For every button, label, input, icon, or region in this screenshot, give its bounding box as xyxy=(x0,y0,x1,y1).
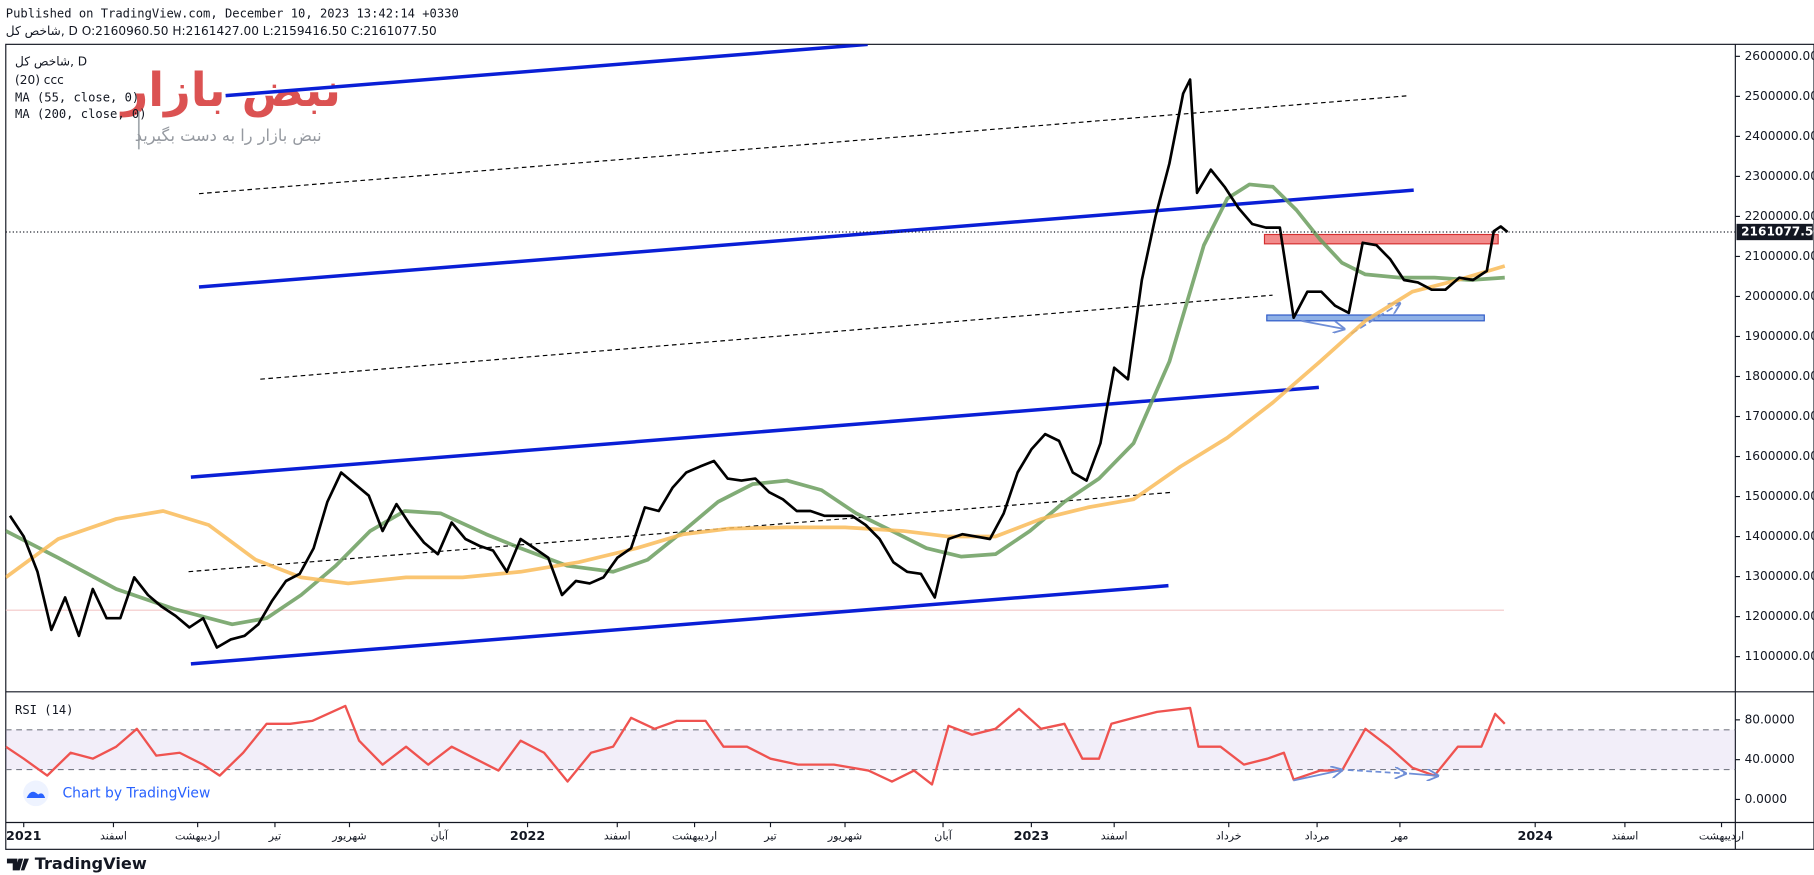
x-tick-label: 2022 xyxy=(510,829,545,844)
x-tick-label: 2023 xyxy=(1014,829,1049,844)
series-line xyxy=(5,264,1506,586)
symbol-line: شاخص کل, D O:2160960.50 H:2161427.00 L:2… xyxy=(6,24,437,39)
x-tick-label: اسفند xyxy=(100,829,127,842)
axes: 1100000.00 1200000.00 1300000.00 1400000.00… xyxy=(5,49,1814,844)
x-tick-label: شهریور xyxy=(331,829,366,842)
x-tick-label: اردیبهشت xyxy=(175,829,220,842)
credit-link[interactable]: Chart by TradingView xyxy=(62,785,210,801)
y-tick-label: 2000000.00 xyxy=(1745,289,1814,303)
y-tick-label: 0.0000 xyxy=(1745,792,1787,806)
resistance-zone xyxy=(1263,233,1499,245)
drawings xyxy=(5,44,1504,666)
rsi-drawings xyxy=(1293,770,1438,781)
x-tick-label: اسفند xyxy=(604,829,631,842)
x-tick-label: اسفند xyxy=(1101,829,1128,842)
x-tick-label: 2021 xyxy=(6,829,41,844)
chart-frame xyxy=(5,43,1814,850)
footer-logo: TradingView xyxy=(35,854,147,873)
watermark-tagline: نبض بازار را به دست بگیرید xyxy=(135,126,322,146)
x-tick-label: تیر xyxy=(268,829,281,842)
y-tick-label: 2500000.00 xyxy=(1745,89,1814,103)
x-tick-label: مرداد xyxy=(1305,829,1330,842)
y-tick-label: 2600000.00 xyxy=(1745,49,1814,63)
y-tick-label: 1600000.00 xyxy=(1745,449,1814,463)
last-price-box xyxy=(1736,223,1813,241)
credit-icon xyxy=(26,791,46,798)
mid-dashed-line xyxy=(188,491,1172,573)
mid-dashed-line xyxy=(260,294,1273,380)
x-tick-label: 2024 xyxy=(1517,829,1552,844)
watermark: نبض بازار نبض بازار را به دست بگیرید xyxy=(120,63,341,150)
footer-logo-mark xyxy=(6,858,29,871)
y-tick-label: 1300000.00 xyxy=(1745,569,1814,583)
legend-ma55: MA (55, close, 0) xyxy=(15,90,139,104)
rsi-plot xyxy=(5,704,1736,786)
x-tick-label: آبان xyxy=(430,828,448,842)
y-tick-label: 1200000.00 xyxy=(1745,609,1814,623)
x-tick-label: اردیبهشت xyxy=(1699,829,1744,842)
last-price-label: 2161077.50 xyxy=(1741,224,1814,238)
channel-line xyxy=(225,44,868,98)
channel-line xyxy=(190,583,1169,666)
x-tick-label: مهر xyxy=(1390,829,1408,842)
y-tick-label: 1400000.00 xyxy=(1745,529,1814,543)
x-tick-label: اردیبهشت xyxy=(672,829,717,842)
y-tick-label: 2200000.00 xyxy=(1745,209,1814,223)
legend-ma200: MA (200, close, 0) xyxy=(15,107,147,121)
y-tick-label: 1700000.00 xyxy=(1745,409,1814,423)
divergence-arrow xyxy=(1293,770,1342,782)
price-plot xyxy=(5,78,1509,649)
y-tick-label: 2400000.00 xyxy=(1745,129,1814,143)
level-band xyxy=(5,729,1736,770)
x-tick-label: تیر xyxy=(763,829,776,842)
x-tick-label: آبان xyxy=(934,828,952,842)
y-tick-label: 1100000.00 xyxy=(1745,649,1814,663)
legend-symbol: شاخص کل, D xyxy=(15,54,87,69)
y-tick-label: 1800000.00 xyxy=(1745,369,1814,383)
y-tick-label: 2300000.00 xyxy=(1745,169,1814,183)
channel-line xyxy=(198,188,1414,289)
y-tick-label: 80.0000 xyxy=(1745,712,1795,726)
series-line xyxy=(5,182,1505,627)
y-tick-label: 2100000.00 xyxy=(1745,249,1814,263)
legend-indicator: (20) ccc xyxy=(15,73,64,87)
rsi-title: RSI (14) xyxy=(15,703,73,717)
x-tick-label: خرداد xyxy=(1216,829,1242,842)
y-tick-label: 40.0000 xyxy=(1745,752,1795,766)
divergence-arrow xyxy=(1409,774,1438,776)
y-tick-label: 1900000.00 xyxy=(1745,329,1814,343)
series-line xyxy=(5,704,1506,786)
x-tick-label: شهریور xyxy=(827,829,862,842)
divergence-arrow xyxy=(1301,319,1344,329)
divergence-arrow xyxy=(1347,770,1406,774)
series-line xyxy=(8,78,1509,649)
channel-line xyxy=(190,385,1319,479)
y-tick-label: 1500000.00 xyxy=(1745,489,1814,503)
divergence-arrow xyxy=(1350,303,1400,335)
x-tick-label: اسفند xyxy=(1611,829,1638,842)
published-line: Published on TradingView.com, December 1… xyxy=(6,6,459,20)
